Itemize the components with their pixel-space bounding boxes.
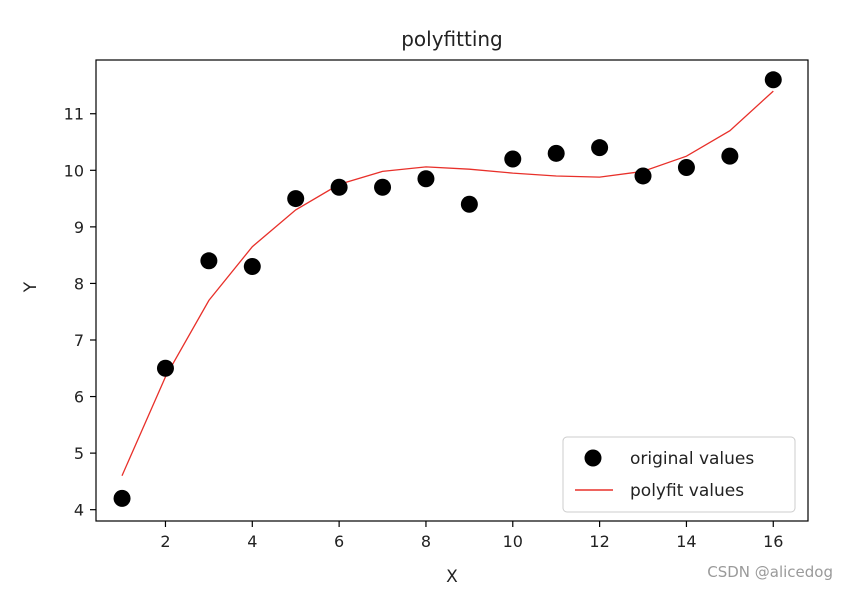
- data-point: [634, 167, 652, 185]
- legend-label: original values: [630, 449, 754, 469]
- x-tick-label: 14: [676, 532, 696, 551]
- data-point: [374, 178, 392, 196]
- y-tick-label: 7: [74, 331, 84, 350]
- data-point: [547, 144, 565, 162]
- data-point: [460, 195, 478, 213]
- x-tick-label: 16: [763, 532, 783, 551]
- data-point: [504, 150, 522, 168]
- plot-frame: [95, 59, 809, 522]
- legend-box: [562, 436, 796, 513]
- x-tick-label: 12: [589, 532, 609, 551]
- axes: 2 4 6 8 10 12 14 16 4 5 6 7 8 9 10 11: [64, 59, 809, 551]
- chart-title: polyfitting: [401, 27, 503, 51]
- legend-marker-scatter: [584, 449, 602, 467]
- data-point: [113, 489, 131, 507]
- data-point: [156, 359, 174, 377]
- y-tick-label: 6: [74, 388, 84, 407]
- legend: original values polyfit values: [562, 436, 796, 513]
- y-tick-label: 8: [74, 274, 84, 293]
- x-tick-label: 2: [160, 532, 170, 551]
- x-tick-label: 8: [421, 532, 431, 551]
- data-point: [677, 158, 695, 176]
- y-tick-label: 9: [74, 218, 84, 237]
- legend-label: polyfit values: [630, 481, 744, 501]
- data-point: [417, 170, 435, 188]
- data-point: [287, 190, 305, 208]
- y-axis-label: Y: [21, 281, 41, 293]
- x-tick-label: 4: [247, 532, 257, 551]
- data-point: [330, 178, 348, 196]
- data-point: [591, 139, 609, 157]
- polyfit-line: [121, 90, 774, 476]
- data-point: [764, 71, 782, 89]
- x-axis-label: X: [446, 567, 458, 587]
- plot-area: [113, 71, 782, 507]
- y-tick-label: 5: [74, 444, 84, 463]
- watermark: CSDN @alicedog: [707, 563, 833, 581]
- data-point: [243, 257, 261, 275]
- y-tick-label: 11: [64, 105, 84, 124]
- x-tick-label: 10: [503, 532, 523, 551]
- data-point: [200, 252, 218, 270]
- y-tick-label: 10: [64, 161, 84, 180]
- x-tick-label: 6: [334, 532, 344, 551]
- data-point: [721, 147, 739, 165]
- y-tick-label: 4: [74, 501, 84, 520]
